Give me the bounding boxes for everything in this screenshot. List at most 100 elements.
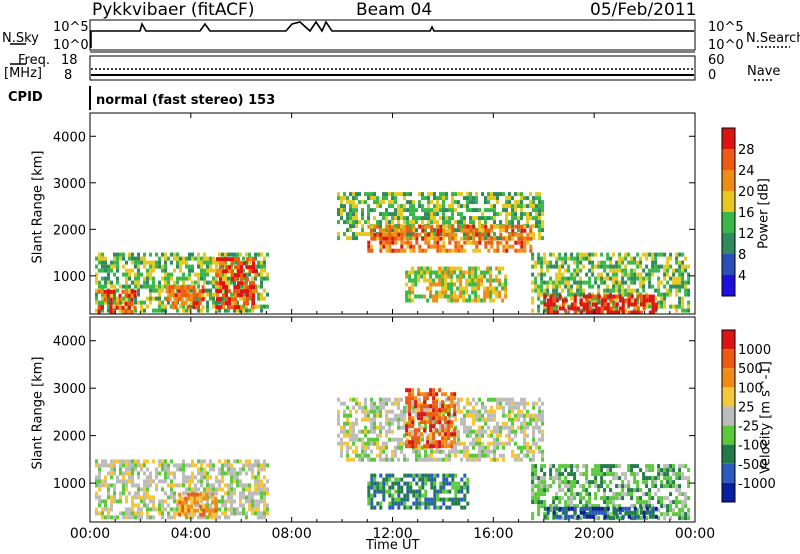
data-cell bbox=[463, 429, 466, 434]
data-cell bbox=[654, 484, 658, 489]
data-cell bbox=[531, 484, 535, 489]
data-cell bbox=[633, 506, 637, 511]
data-cell bbox=[206, 280, 209, 285]
data-cell bbox=[403, 441, 406, 446]
data-cell bbox=[397, 425, 400, 430]
data-cell bbox=[182, 260, 185, 265]
data-cell bbox=[439, 196, 442, 201]
data-cell bbox=[529, 244, 533, 249]
data-cell bbox=[438, 432, 442, 437]
data-cell bbox=[490, 240, 494, 245]
data-cell bbox=[176, 252, 179, 257]
data-cell bbox=[177, 285, 181, 290]
data-cell bbox=[426, 286, 430, 291]
data-cell bbox=[471, 278, 475, 283]
data-cell bbox=[663, 496, 667, 501]
data-cell bbox=[457, 497, 461, 502]
data-cell bbox=[493, 409, 496, 414]
data-cell bbox=[119, 479, 122, 484]
data-cell bbox=[588, 480, 592, 485]
data-cell bbox=[552, 302, 556, 307]
data-cell bbox=[349, 192, 352, 197]
data-cell bbox=[514, 441, 517, 446]
data-cell bbox=[520, 401, 523, 406]
data-cell bbox=[477, 294, 481, 299]
data-cell bbox=[140, 507, 143, 512]
data-cell bbox=[185, 463, 188, 468]
data-cell bbox=[648, 280, 652, 285]
data-cell bbox=[206, 483, 209, 488]
data-cell bbox=[567, 472, 571, 477]
data-cell bbox=[532, 433, 535, 438]
data-cell bbox=[385, 409, 388, 414]
data-cell bbox=[582, 264, 586, 269]
data-cell bbox=[514, 216, 517, 221]
data-cell bbox=[532, 232, 535, 237]
data-cell bbox=[194, 483, 197, 488]
data-cell bbox=[237, 261, 240, 266]
data-cell bbox=[654, 260, 658, 265]
data-cell bbox=[391, 220, 394, 225]
data-cell bbox=[478, 441, 481, 446]
data-cell bbox=[630, 504, 634, 509]
data-cell bbox=[496, 236, 499, 241]
data-cell bbox=[508, 204, 511, 209]
data-cell bbox=[492, 278, 496, 283]
data-cell bbox=[116, 288, 119, 293]
data-cell bbox=[252, 297, 255, 302]
data-cell bbox=[397, 224, 401, 229]
data-cell bbox=[588, 294, 592, 299]
data-cell bbox=[188, 479, 191, 484]
data-cell bbox=[352, 192, 355, 197]
data-cell bbox=[128, 272, 131, 277]
data-cell bbox=[663, 300, 667, 305]
data-cell bbox=[161, 479, 164, 484]
data-cell bbox=[472, 240, 476, 245]
colorbar-segment bbox=[722, 275, 735, 296]
data-cell bbox=[101, 296, 104, 301]
data-cell bbox=[429, 282, 433, 287]
data-cell bbox=[663, 264, 667, 269]
data-cell bbox=[222, 269, 225, 274]
data-cell bbox=[478, 220, 481, 225]
data-cell bbox=[346, 417, 349, 422]
data-cell bbox=[502, 441, 505, 446]
data-cell bbox=[534, 280, 538, 285]
data-cell bbox=[469, 401, 472, 406]
data-cell bbox=[442, 244, 446, 249]
data-cell bbox=[203, 268, 206, 273]
data-cell bbox=[240, 281, 243, 286]
data-cell bbox=[337, 220, 340, 225]
data-cell bbox=[140, 256, 143, 261]
data-cell bbox=[504, 286, 508, 291]
data-cell bbox=[409, 248, 413, 253]
data-cell bbox=[103, 293, 107, 298]
data-cell bbox=[222, 301, 225, 306]
data-cell bbox=[502, 409, 505, 414]
data-cell bbox=[648, 284, 652, 289]
data-cell bbox=[370, 505, 374, 510]
data-cell bbox=[236, 511, 239, 516]
data-cell bbox=[591, 260, 595, 265]
data-cell bbox=[424, 489, 428, 494]
data-cell bbox=[439, 244, 443, 249]
data-cell bbox=[538, 196, 541, 201]
data-cell bbox=[654, 264, 658, 269]
data-cell bbox=[597, 484, 601, 489]
data-cell bbox=[352, 220, 355, 225]
data-cell bbox=[436, 240, 440, 245]
data-cell bbox=[379, 248, 383, 253]
data-cell bbox=[101, 479, 104, 484]
data-cell bbox=[197, 467, 200, 472]
data-cell bbox=[168, 293, 172, 298]
data-cell bbox=[176, 260, 179, 265]
data-cell bbox=[164, 276, 167, 281]
data-cell bbox=[352, 441, 355, 446]
data-cell bbox=[222, 257, 225, 262]
data-cell bbox=[511, 232, 515, 237]
data-cell bbox=[225, 257, 228, 262]
data-cell bbox=[487, 232, 491, 237]
data-cell bbox=[552, 280, 556, 285]
data-cell bbox=[104, 276, 107, 281]
data-cell bbox=[403, 236, 406, 241]
